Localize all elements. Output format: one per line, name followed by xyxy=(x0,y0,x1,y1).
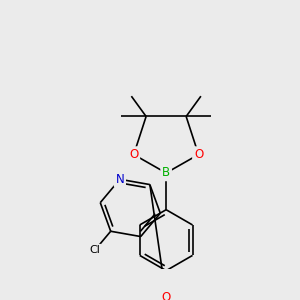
Text: O: O xyxy=(194,148,203,161)
Text: Cl: Cl xyxy=(89,245,100,256)
Text: N: N xyxy=(116,173,124,186)
Text: O: O xyxy=(129,148,138,161)
Text: O: O xyxy=(161,291,171,300)
Text: B: B xyxy=(162,167,170,179)
